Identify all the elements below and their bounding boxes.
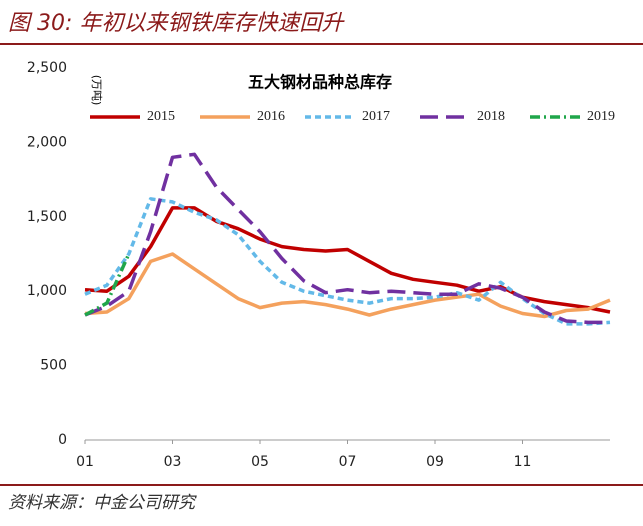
legend-label: 2015	[147, 109, 175, 124]
y-tick-label: 1,500	[27, 209, 67, 225]
legend-label: 2018	[477, 109, 505, 124]
legend-label: 2019	[587, 109, 615, 124]
y-tick-label: 2,000	[27, 134, 67, 150]
series-line	[84, 197, 611, 326]
chart-title: 五大钢材品种总库存	[248, 73, 392, 92]
x-tick-label: 03	[164, 454, 182, 470]
series-line	[84, 252, 611, 319]
y-tick-label: 1,000	[27, 283, 67, 299]
legend-label: 2017	[362, 109, 390, 124]
x-tick-label: 09	[426, 454, 444, 470]
legend-label: 2016	[257, 109, 285, 124]
x-tick-label: 05	[251, 454, 269, 470]
series-line	[84, 152, 610, 325]
y-tick-label: 2,500	[27, 60, 67, 76]
x-tick-label: 01	[76, 454, 94, 470]
page-title: 图 30: 年初以来钢铁库存快速回升	[8, 11, 345, 36]
series-line	[84, 253, 131, 317]
x-tick-label: 11	[514, 454, 532, 470]
y-tick-label: 500	[40, 358, 67, 374]
series-line	[84, 206, 611, 314]
x-tick-label: 07	[339, 454, 357, 470]
y-tick-label: 0	[58, 432, 67, 448]
source: 资料来源：中金公司研究	[8, 493, 197, 513]
y-axis-label: (万吨)	[90, 75, 103, 106]
